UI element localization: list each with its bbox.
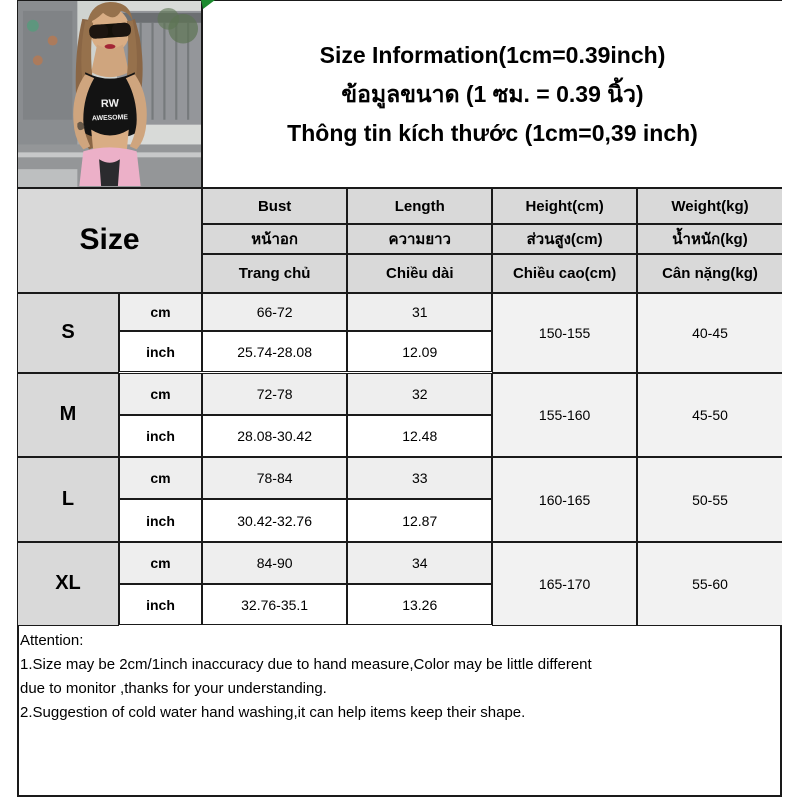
- svg-text:AWESOME: AWESOME: [92, 114, 129, 122]
- svg-text:RW: RW: [101, 98, 120, 111]
